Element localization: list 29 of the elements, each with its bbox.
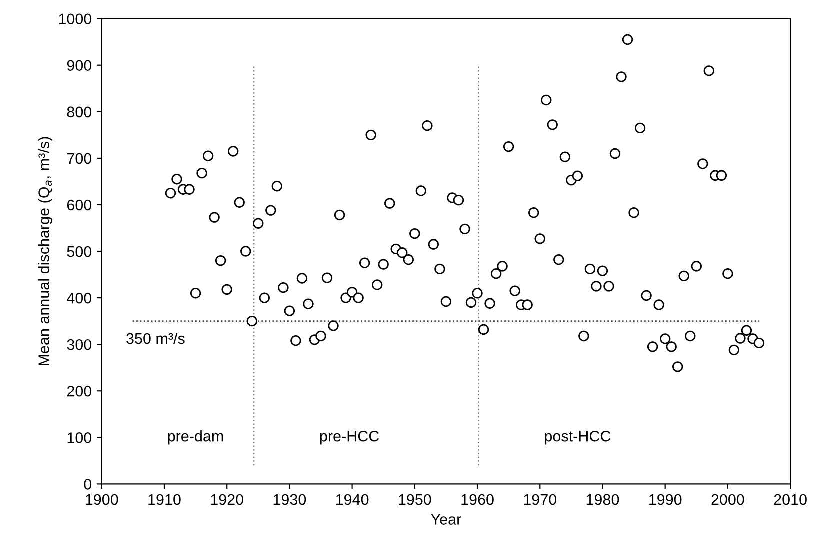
y-tick-label: 700 [67, 153, 92, 164]
x-axis-title: Year [431, 514, 462, 525]
ref-line-label: 350 m³/s [126, 332, 185, 344]
x-tick-label: 1910 [148, 494, 181, 506]
y-tick-label: 100 [68, 432, 92, 444]
y-tick-label: 300 [67, 339, 92, 350]
y-tick-label: 1000 [59, 14, 92, 25]
x-tick-label: 1990 [650, 494, 682, 506]
y-tick-label: 500 [67, 246, 92, 258]
x-tick-label: 2000 [712, 494, 744, 506]
y-tick-label: 800 [67, 106, 92, 118]
annotation: post-HCC [545, 430, 611, 445]
annotation: pre-HCC [320, 430, 380, 445]
x-tick-label: 1940 [336, 494, 369, 506]
x-tick-label: 1950 [399, 494, 432, 506]
y-tick-label: 400 [67, 292, 92, 304]
y-tick-label: 900 [67, 60, 92, 72]
x-tick-label: 1930 [274, 494, 306, 506]
y-tick-label: 600 [67, 200, 92, 211]
x-tick-label: 2010 [774, 494, 807, 506]
x-tick-label: 1900 [86, 494, 118, 506]
x-tick-label: 1980 [586, 494, 620, 506]
x-tick-label: 1920 [211, 494, 244, 506]
x-tick-label: 1970 [524, 494, 557, 506]
y-axis-title: Mean annual discharge (Q$_{a}$, m³/s) [38, 137, 52, 366]
y-tick-label: 0 [84, 479, 92, 490]
annotation: pre-dam [168, 430, 224, 445]
x-tick-label: 1960 [462, 494, 494, 506]
y-tick-label: 200 [67, 386, 92, 397]
